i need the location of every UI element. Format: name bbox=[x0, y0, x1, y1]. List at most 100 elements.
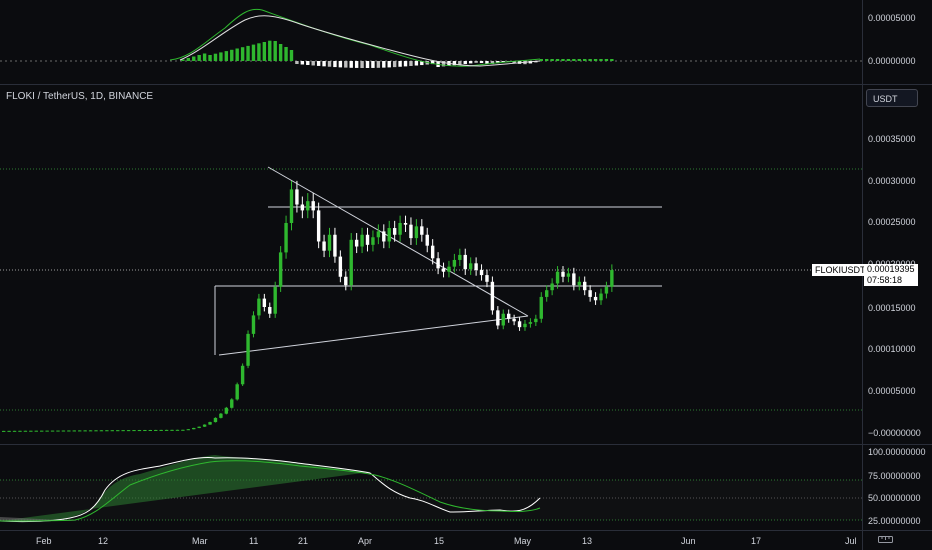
candle-body bbox=[322, 241, 326, 251]
time-axis-label: Jul bbox=[845, 536, 857, 546]
macd-histogram-bar bbox=[262, 42, 267, 61]
macd-histogram-bar bbox=[284, 47, 288, 61]
candle-body bbox=[273, 286, 277, 314]
price-axis-label: −0.00000000 bbox=[868, 428, 921, 438]
candle-body bbox=[344, 276, 348, 286]
macd-histogram-bar bbox=[420, 61, 424, 66]
candle-body bbox=[94, 430, 98, 432]
candle-body bbox=[392, 228, 397, 235]
candle-body bbox=[72, 430, 76, 432]
candle-body bbox=[197, 426, 201, 428]
price-axis-label: 0.00015000 bbox=[868, 303, 916, 313]
macd-histogram-bar bbox=[561, 59, 565, 61]
last-price-label: 0.00019395 07:58:18 bbox=[864, 264, 918, 286]
candle-body bbox=[360, 234, 364, 247]
time-axis-label: 11 bbox=[249, 536, 258, 546]
macd-histogram-bar bbox=[246, 45, 250, 61]
candle-body bbox=[555, 271, 560, 284]
candle-body bbox=[577, 281, 581, 286]
macd-histogram-bar bbox=[219, 52, 223, 61]
candle-body bbox=[436, 258, 440, 269]
candle-body bbox=[534, 318, 538, 323]
candle-body bbox=[240, 365, 245, 385]
macd-histogram-bar bbox=[289, 50, 294, 61]
macd-histogram-bar bbox=[208, 55, 212, 61]
candle-body bbox=[420, 226, 424, 235]
currency-button[interactable]: USDT bbox=[866, 89, 918, 107]
candle-body bbox=[235, 384, 239, 400]
candle-body bbox=[23, 430, 28, 432]
candle-body bbox=[219, 413, 223, 418]
macd-histogram-bar bbox=[333, 61, 337, 68]
candle-body bbox=[105, 430, 109, 432]
candle-body bbox=[474, 263, 478, 271]
macd-histogram-bar bbox=[392, 61, 397, 68]
candle-body bbox=[175, 429, 180, 431]
macd-histogram-bar bbox=[197, 55, 201, 61]
candle-body bbox=[365, 234, 370, 245]
macd-histogram-bar bbox=[311, 61, 315, 66]
candle-body bbox=[490, 281, 495, 311]
candle-body bbox=[295, 189, 299, 205]
candle-body bbox=[29, 430, 33, 432]
candle-body bbox=[409, 224, 413, 239]
candle-body bbox=[593, 296, 598, 301]
macd-histogram-bar bbox=[316, 61, 321, 66]
ruler-icon[interactable] bbox=[878, 536, 893, 543]
candle-body bbox=[251, 315, 256, 334]
macd-histogram-bar bbox=[300, 61, 305, 65]
candle-body bbox=[316, 210, 321, 242]
macd-histogram-bar bbox=[539, 59, 543, 61]
price-axis-label: 0.00005000 bbox=[868, 386, 916, 396]
candle-body bbox=[479, 270, 484, 276]
macd-histogram-bar bbox=[181, 59, 185, 61]
triangle-drawing[interactable] bbox=[214, 166, 662, 356]
candle-body bbox=[170, 429, 174, 431]
rsi-axis-label: 50.00000000 bbox=[868, 493, 921, 503]
time-axis-label: 15 bbox=[434, 536, 444, 546]
candle-body bbox=[7, 430, 11, 432]
macd-histogram-bar bbox=[577, 59, 581, 61]
candle-body bbox=[230, 399, 234, 408]
rsi-axis-label: 75.00000000 bbox=[868, 471, 921, 481]
macd-histogram-bar bbox=[512, 61, 516, 63]
time-axis-label: 12 bbox=[98, 536, 108, 546]
candle-body bbox=[561, 271, 565, 277]
rsi-line bbox=[0, 457, 541, 523]
candle-body bbox=[262, 298, 267, 307]
price-axis-label: 0.00030000 bbox=[868, 176, 916, 186]
time-axis-label: May bbox=[514, 536, 532, 546]
macd-panel bbox=[0, 8, 862, 68]
macd-histogram-bar bbox=[235, 48, 239, 61]
macd-histogram-bar bbox=[458, 61, 462, 65]
time-axis-label: 13 bbox=[582, 536, 592, 546]
macd-histogram-bar bbox=[479, 61, 484, 64]
price-axis-label: 0.00025000 bbox=[868, 217, 916, 227]
candle-body bbox=[213, 417, 218, 423]
candle-body bbox=[604, 286, 609, 294]
candles bbox=[2, 180, 614, 432]
macd-histogram-bar bbox=[360, 61, 364, 68]
candle-body bbox=[610, 270, 614, 287]
macd-histogram-bar bbox=[398, 61, 402, 67]
candle-body bbox=[506, 313, 511, 319]
candle-body bbox=[110, 430, 114, 432]
candle-body bbox=[186, 429, 191, 431]
candle-body bbox=[545, 290, 549, 297]
macd-histogram-bar bbox=[240, 47, 245, 61]
macd-axis-label: 0.00005000 bbox=[868, 13, 916, 23]
macd-histogram-bar bbox=[409, 61, 413, 66]
price-axis-label: 0.00035000 bbox=[868, 134, 916, 144]
candle-body bbox=[45, 430, 49, 432]
candle-body bbox=[566, 273, 571, 277]
macd-histogram-bar bbox=[566, 59, 571, 61]
candle-body bbox=[458, 254, 462, 260]
candle-body bbox=[67, 430, 71, 432]
macd-histogram-bar bbox=[474, 61, 478, 63]
candle-body bbox=[333, 234, 337, 257]
candle-body bbox=[452, 259, 457, 267]
time-axis-label: Apr bbox=[358, 536, 372, 546]
macd-histogram-bar bbox=[257, 43, 261, 61]
macd-histogram-bar bbox=[550, 59, 554, 61]
